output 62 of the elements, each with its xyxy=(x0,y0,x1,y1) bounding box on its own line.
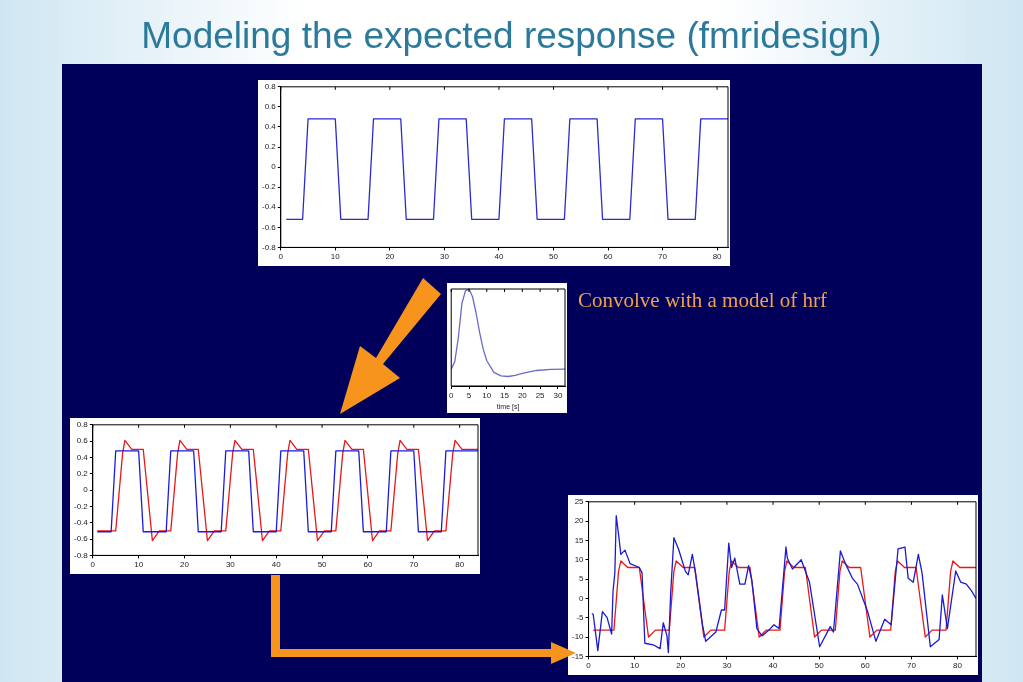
x-tick-label: 30 xyxy=(722,661,732,671)
y-tick-label: 25 xyxy=(574,497,585,506)
y-tick-label: 0 xyxy=(271,162,277,172)
y-tick-label: -15 xyxy=(572,651,585,661)
x-tick-label: 20 xyxy=(517,391,528,400)
text: Convolve with a model of hrf xyxy=(578,288,828,313)
x-tick-label: 70 xyxy=(906,661,917,671)
x-tick-label: 30 xyxy=(553,391,563,400)
x-tick-label: 60 xyxy=(603,252,614,262)
x-tick-label: 20 xyxy=(180,560,190,570)
x-tick-label: 0 xyxy=(90,560,96,570)
y-tick-label: 0.4 xyxy=(76,452,89,462)
y-tick-label: 15 xyxy=(574,535,585,545)
y-tick-label: -0.4 xyxy=(73,517,89,527)
x-tick-label: 40 xyxy=(494,252,504,262)
x-tick-label: 40 xyxy=(271,560,282,570)
y-tick-label: 0.8 xyxy=(76,420,89,429)
x-tick-label: 25 xyxy=(535,391,546,400)
x-tick-label: 60 xyxy=(363,560,373,570)
y-tick-label: 0.2 xyxy=(264,142,277,152)
x-tick-label: 80 xyxy=(953,661,963,671)
x-tick-label: 70 xyxy=(409,560,419,570)
y-tick-label: -0.6 xyxy=(261,222,277,232)
x-tick-label: 10 xyxy=(482,391,492,400)
x-tick-label: 30 xyxy=(225,560,236,570)
y-tick-label: -0.8 xyxy=(261,242,277,252)
x-tick-label: 70 xyxy=(658,252,668,262)
y-tick-label: -0.4 xyxy=(261,202,277,212)
y-tick-label: 5 xyxy=(579,574,585,584)
x-tick-label: 0 xyxy=(586,661,592,671)
x-tick-label: 0 xyxy=(278,252,284,262)
y-tick-label: 0.8 xyxy=(264,82,277,91)
x-tick-label: 10 xyxy=(134,560,144,570)
x-tick-label: 40 xyxy=(768,661,779,671)
y-tick-label: 0 xyxy=(579,593,585,603)
x-tick-label: 20 xyxy=(676,661,686,671)
y-tick-label: 0.6 xyxy=(76,436,89,446)
y-tick-label: -10 xyxy=(572,632,585,642)
y-tick-label: -5 xyxy=(576,612,585,622)
x-tick-label: 0 xyxy=(449,391,454,400)
x-tick-label: 60 xyxy=(860,661,871,671)
chart-title: Modeling the expected response (fmridesign) xyxy=(140,14,883,58)
x-tick-label: 80 xyxy=(712,252,723,262)
y-tick-label: -0.2 xyxy=(261,182,277,192)
x-tick-label: 50 xyxy=(549,252,559,262)
x-tick-label: 80 xyxy=(455,560,465,570)
x-tick-label: 5 xyxy=(466,391,472,400)
y-tick-label: -0.6 xyxy=(73,534,89,544)
y-tick-label: 0.6 xyxy=(264,102,277,112)
y-tick-label: -0.2 xyxy=(73,501,89,511)
x-tick-label: 20 xyxy=(385,252,395,262)
y-tick-label: 0.2 xyxy=(76,468,89,478)
x-tick-label: 15 xyxy=(500,391,510,400)
y-tick-label: 0.4 xyxy=(264,122,277,132)
x-tick-label: 30 xyxy=(439,252,450,262)
x-tick-label: 10 xyxy=(630,661,640,671)
y-tick-label: 20 xyxy=(574,516,585,526)
x-tick-label: 50 xyxy=(317,560,328,570)
y-tick-label: -0.8 xyxy=(73,550,89,560)
x-tick-label: 50 xyxy=(814,661,825,671)
y-tick-label: 0 xyxy=(83,485,89,495)
x-tick-label: 10 xyxy=(330,252,341,262)
